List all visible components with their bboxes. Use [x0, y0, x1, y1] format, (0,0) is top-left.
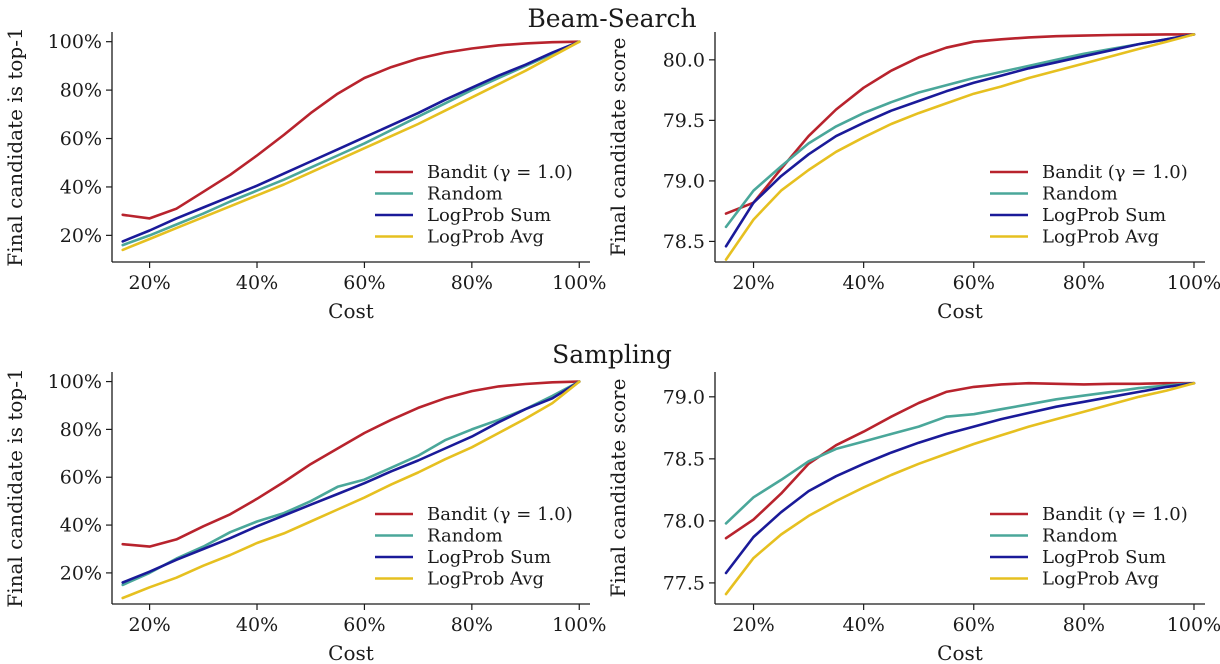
x-tick-label: 100%	[552, 614, 606, 636]
legend-label-logprob-sum: LogProb Sum	[1042, 205, 1166, 226]
legend-label-bandit: Bandit (γ = 1.0)	[1042, 162, 1188, 183]
x-axis-label: Cost	[937, 641, 983, 664]
x-tick-label: 60%	[953, 614, 995, 636]
x-tick-label: 80%	[1063, 272, 1105, 294]
x-tick-label: 100%	[1167, 614, 1220, 636]
series-line-bandit	[724, 33, 1196, 215]
x-tick-label: 20%	[732, 272, 774, 294]
series-line-random	[724, 33, 1196, 229]
legend-label-random: Random	[1042, 526, 1118, 547]
x-tick-label: 60%	[343, 614, 385, 636]
series-line-logprob-sum	[724, 33, 1196, 248]
y-tick-label: 100%	[48, 31, 102, 53]
x-tick-label: 80%	[451, 614, 493, 636]
legend-label-logprob-sum: LogProb Sum	[427, 547, 551, 568]
x-tick-label: 80%	[1063, 614, 1105, 636]
series-line-logprob-avg	[121, 380, 581, 600]
series-line-logprob-avg	[724, 381, 1196, 596]
sampling-title: Sampling	[552, 340, 672, 369]
y-tick-label: 79.0	[663, 170, 705, 192]
y-axis-label: Final candidate score	[606, 379, 630, 598]
legend-label-logprob-sum: LogProb Sum	[427, 205, 551, 226]
series-line-random	[121, 40, 581, 247]
series-line-logprob-avg	[121, 40, 581, 252]
y-tick-label: 20%	[60, 225, 102, 247]
legend-label-bandit: Bandit (γ = 1.0)	[427, 504, 573, 525]
legend-label-logprob-avg: LogProb Avg	[427, 569, 544, 590]
y-tick-label: 40%	[60, 515, 102, 537]
x-tick-label: 80%	[451, 272, 493, 294]
series-line-bandit	[121, 40, 581, 220]
series-line-logprob-sum	[121, 380, 581, 584]
x-axis-label: Cost	[328, 641, 374, 664]
legend-label-logprob-avg: LogProb Avg	[1042, 569, 1159, 590]
y-axis-label: Final candidate score	[606, 38, 630, 257]
y-tick-label: 80%	[60, 80, 102, 102]
legend-label-random: Random	[1042, 184, 1118, 205]
x-tick-label: 40%	[236, 272, 278, 294]
y-tick-label: 40%	[60, 176, 102, 198]
x-axis-label: Cost	[937, 299, 983, 323]
legend-label-random: Random	[427, 526, 503, 547]
x-tick-label: 40%	[843, 272, 885, 294]
panel-beam-top1: 20% 40% 60% 80% 100% 20% 40% 60% 80% 100% Cost Fina…	[3, 27, 606, 323]
series-line-random	[724, 381, 1196, 525]
x-tick-label: 100%	[552, 272, 606, 294]
y-tick-label: 80.0	[663, 49, 705, 71]
legend-label-bandit: Bandit (γ = 1.0)	[1042, 504, 1188, 525]
legend-label-random: Random	[427, 184, 503, 205]
legend-label-bandit: Bandit (γ = 1.0)	[427, 162, 573, 183]
x-axis-label: Cost	[328, 299, 374, 323]
legend-label-logprob-avg: LogProb Avg	[1042, 227, 1159, 248]
y-tick-label: 100%	[48, 371, 102, 393]
series-line-logprob-sum	[724, 381, 1196, 575]
y-tick-label: 77.5	[663, 572, 705, 594]
y-tick-label: 79.0	[663, 386, 705, 408]
panel-beam-score: 20% 40% 60% 80% 100% 78.5 79.0 79.5 80.0 Cost Fina…	[606, 32, 1220, 323]
y-tick-label: 79.5	[663, 110, 705, 132]
beam-search-title: Beam-Search	[527, 4, 696, 33]
y-axis-label: Final candidate is top-1	[3, 368, 27, 607]
y-tick-label: 78.5	[663, 231, 705, 253]
y-tick-label: 60%	[60, 128, 102, 150]
x-tick-label: 20%	[732, 614, 774, 636]
panel-sampling-top1: 20% 40% 60% 80% 100% 20% 40% 60% 80% 100% Cost Fina…	[3, 368, 606, 664]
x-tick-label: 60%	[953, 272, 995, 294]
x-tick-label: 100%	[1167, 272, 1220, 294]
series-line-bandit	[121, 380, 581, 548]
panel-sampling-score: 20% 40% 60% 80% 100% 77.5 78.0 78.5 79.0 Cost Fina…	[606, 372, 1220, 664]
y-tick-label: 78.5	[663, 448, 705, 470]
x-tick-label: 60%	[343, 272, 385, 294]
series-line-logprob-sum	[121, 40, 581, 243]
x-tick-label: 40%	[236, 614, 278, 636]
x-tick-label: 20%	[128, 614, 170, 636]
y-tick-label: 78.0	[663, 510, 705, 532]
series-line-logprob-avg	[724, 33, 1196, 261]
x-tick-label: 40%	[843, 614, 885, 636]
legend-label-logprob-sum: LogProb Sum	[1042, 547, 1166, 568]
x-tick-label: 20%	[128, 272, 170, 294]
legend-label-logprob-avg: LogProb Avg	[427, 227, 544, 248]
y-tick-label: 80%	[60, 419, 102, 441]
series-line-random	[121, 380, 581, 587]
series-line-bandit	[724, 381, 1196, 540]
y-tick-label: 20%	[60, 562, 102, 584]
y-axis-label: Final candidate is top-1	[3, 27, 27, 266]
y-tick-label: 60%	[60, 467, 102, 489]
